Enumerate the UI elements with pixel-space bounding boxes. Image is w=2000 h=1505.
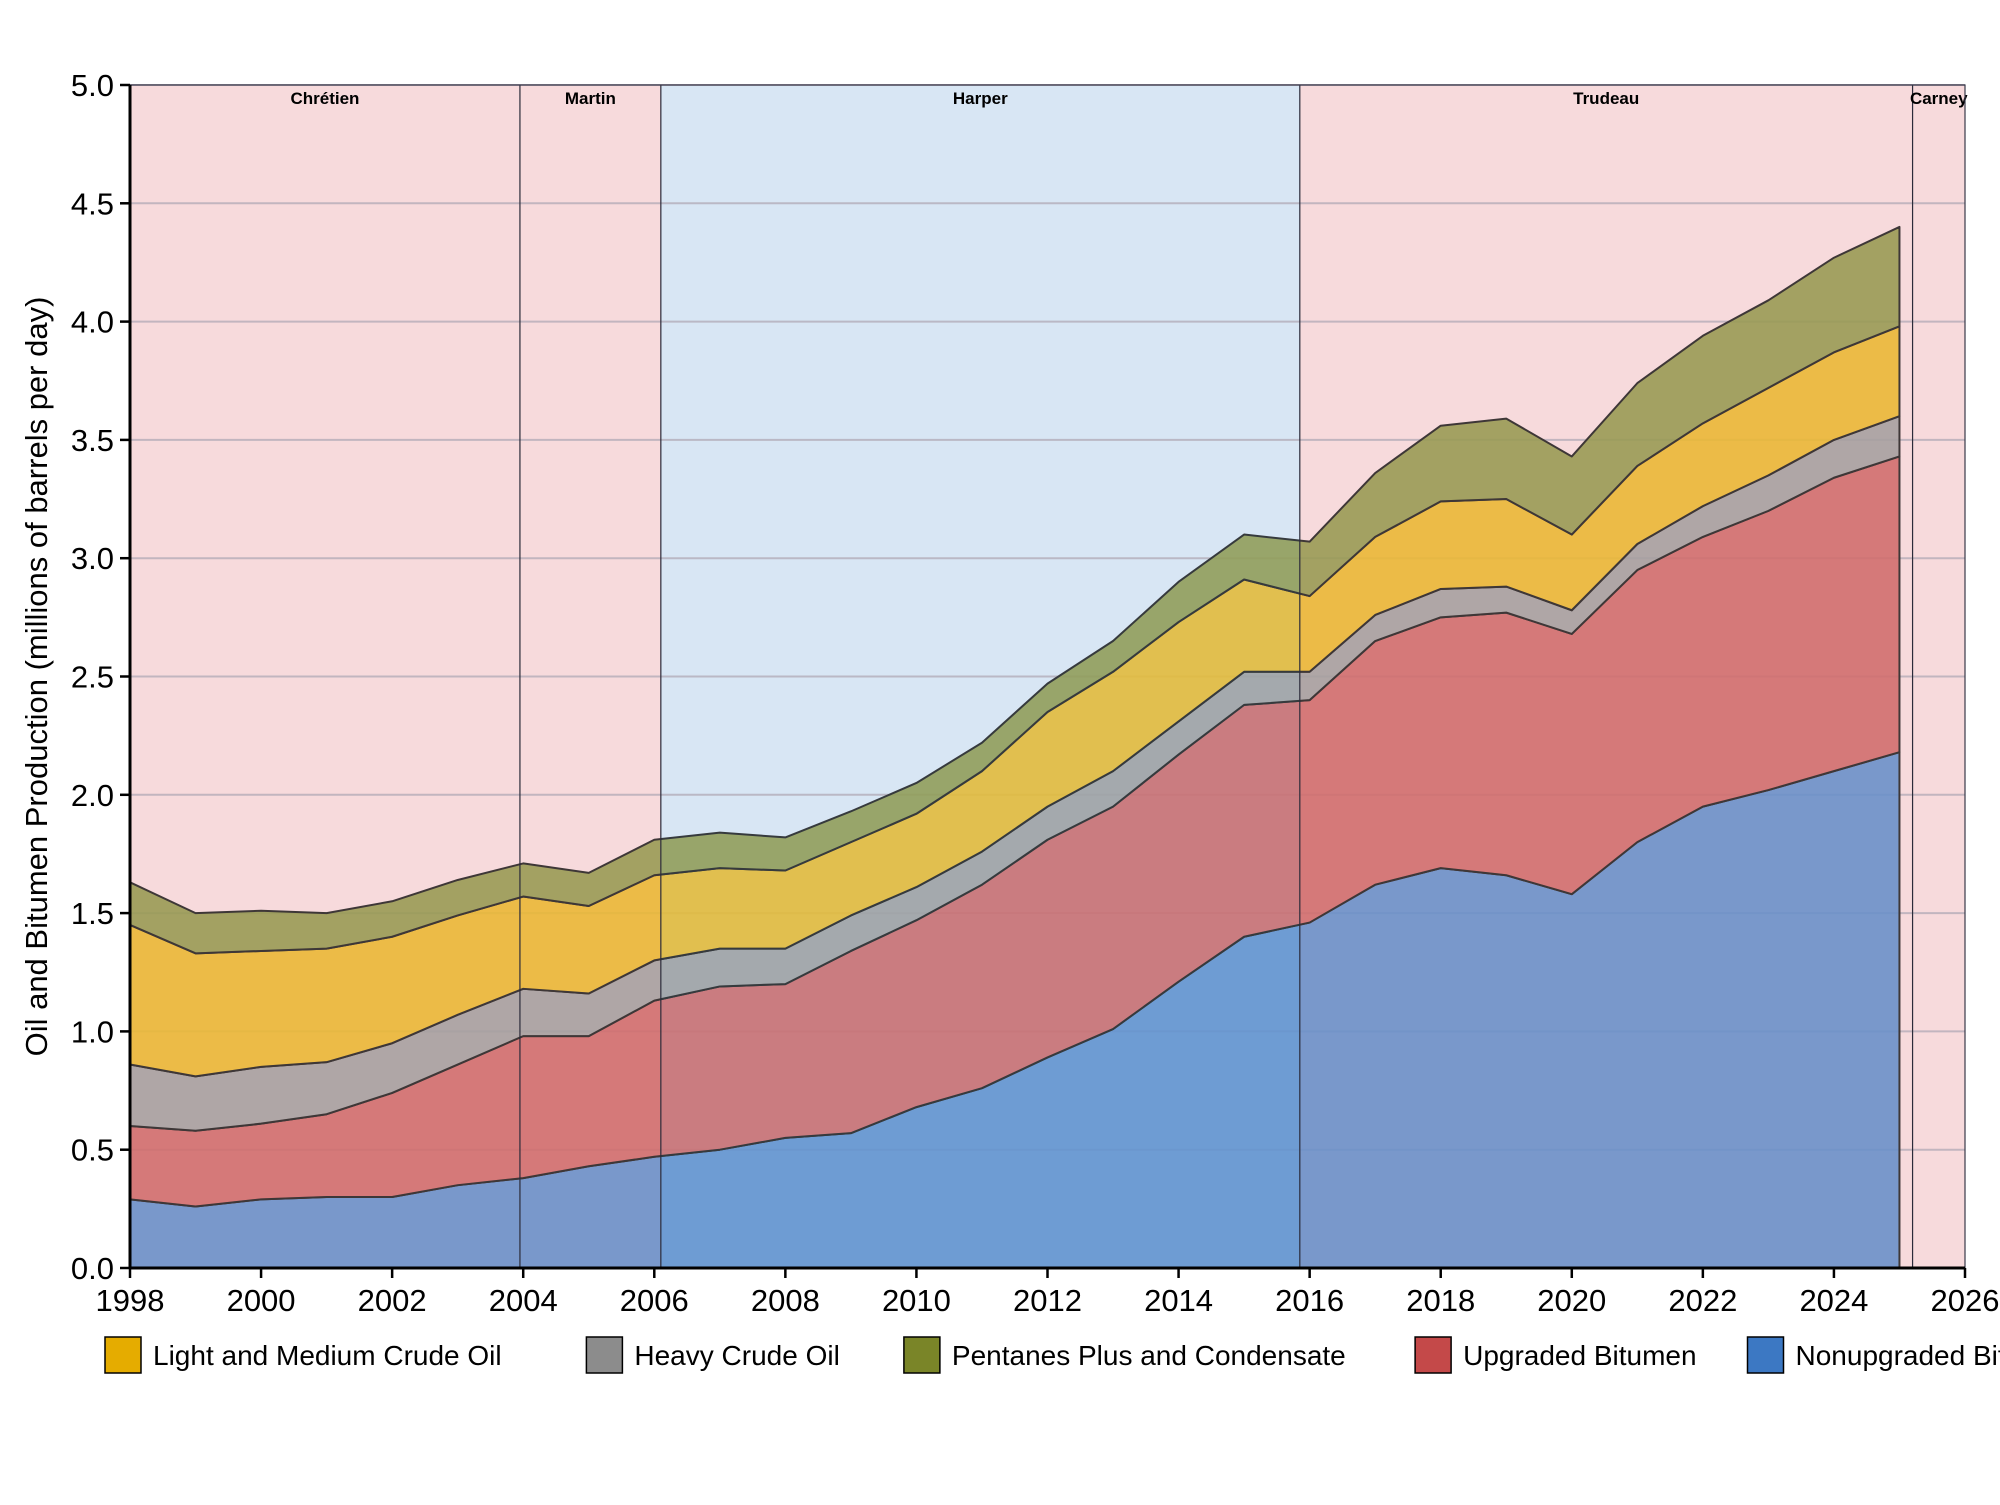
y-tick-label: 0.5 [71,1133,114,1168]
legend-item: Nonupgraded Bitumen [1748,1337,2000,1373]
x-tick-label: 2012 [1013,1283,1082,1318]
legend-swatch [586,1337,622,1373]
era-label: Chrétien [290,89,359,108]
era-dividers [130,85,1965,1268]
x-tick-label: 2006 [620,1283,689,1318]
legend-label: Light and Medium Crude Oil [153,1340,502,1371]
y-tick-label: 2.5 [71,660,114,695]
y-tick-label: 4.5 [71,186,114,221]
era-tint [1300,85,1913,1268]
era-tint [1913,85,1965,1268]
legend-item: Heavy Crude Oil [586,1337,839,1373]
y-tick-label: 3.5 [71,423,114,458]
era-label: Martin [565,89,616,108]
legend-item: Light and Medium Crude Oil [105,1337,502,1373]
era-label: Trudeau [1573,89,1639,108]
x-tick-label: 2022 [1668,1283,1737,1318]
legend-swatch [1748,1337,1784,1373]
x-tick-label: 2002 [358,1283,427,1318]
legend-swatch [105,1337,141,1373]
era-tint [661,85,1300,1268]
y-tick-label: 4.0 [71,305,114,340]
x-tick-label: 2004 [489,1283,558,1318]
y-tick-label: 3.0 [71,541,114,576]
y-tick-label: 2.0 [71,778,114,813]
y-tick-label: 5.0 [71,68,114,103]
y-axis-title: Oil and Bitumen Production (millions of … [19,297,54,1057]
y-tick-label: 0.0 [71,1251,114,1286]
x-tick-label: 1998 [96,1283,165,1318]
era-label: Carney [1910,89,1968,108]
legend-label: Upgraded Bitumen [1463,1340,1696,1371]
era-label: Harper [953,89,1008,108]
legend-label: Nonupgraded Bitumen [1796,1340,2000,1371]
legend-swatch [1415,1337,1451,1373]
x-tick-label: 2026 [1931,1283,2000,1318]
x-tick-label: 2024 [1799,1283,1868,1318]
y-tick-label: 1.5 [71,896,114,931]
legend-item: Upgraded Bitumen [1415,1337,1696,1373]
x-tick-label: 2014 [1144,1283,1213,1318]
legend-label: Heavy Crude Oil [634,1340,839,1371]
x-tick-label: 2000 [227,1283,296,1318]
x-tick-label: 2010 [882,1283,951,1318]
era-tint [130,85,520,1268]
x-tick-label: 2020 [1537,1283,1606,1318]
era-tint [520,85,661,1268]
legend-item: Pentanes Plus and Condensate [904,1337,1346,1373]
legend-swatch [904,1337,940,1373]
x-tick-label: 2018 [1406,1283,1475,1318]
legend: Light and Medium Crude Oil Heavy Crude Oi… [105,1337,2000,1373]
y-tick-label: 1.0 [71,1014,114,1049]
x-tick-label: 2016 [1275,1283,1344,1318]
x-tick-label: 2008 [751,1283,820,1318]
legend-label: Pentanes Plus and Condensate [952,1340,1346,1371]
